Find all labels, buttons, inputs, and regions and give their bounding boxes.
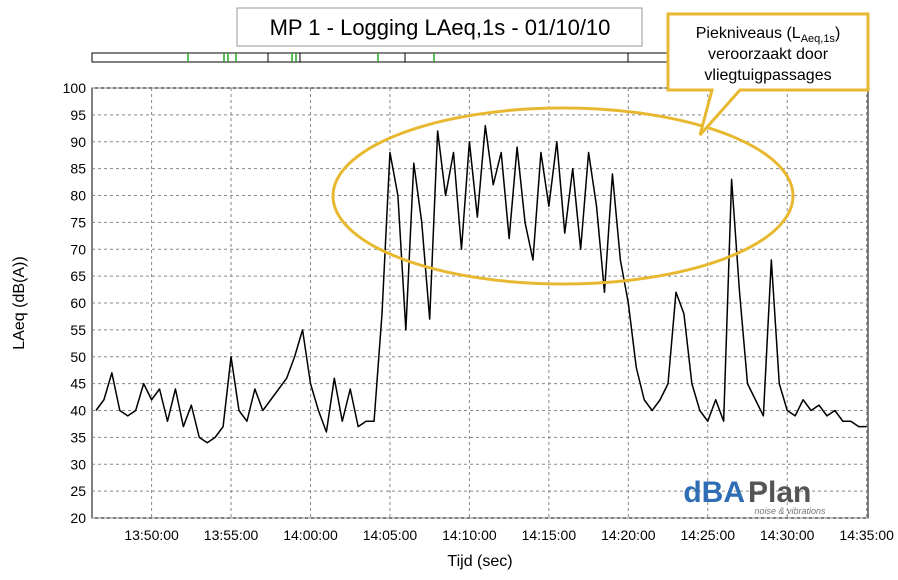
x-tick-label: 14:30:00 [760, 527, 815, 543]
highlight-ellipse [331, 106, 795, 286]
x-tick-label: 14:00:00 [283, 527, 338, 543]
x-tick-label: 14:15:00 [522, 527, 577, 543]
x-tick-label: 14:05:00 [363, 527, 418, 543]
x-tick-label: 14:10:00 [442, 527, 497, 543]
annotation-line3: vliegtuigpassages [704, 67, 831, 84]
y-tick-label: 50 [70, 349, 86, 365]
x-tick-label: 14:35:00 [839, 527, 894, 543]
callout [666, 12, 870, 136]
y-tick-label: 40 [70, 403, 86, 419]
y-tick-label: 20 [70, 510, 86, 526]
x-tick-label: 14:25:00 [681, 527, 736, 543]
logo-dba: dBA [683, 476, 745, 509]
x-axis-label: Tijd (sec) [447, 553, 512, 570]
chart-title: MP 1 - Logging LAeq,1s - 01/10/10 [270, 15, 611, 40]
annotation-line2: veroorzaakt door [708, 46, 829, 63]
y-axis-label: LAeq (dB(A)) [11, 256, 28, 349]
annotation-line1: Piekniveaus (LAeq,1s) [696, 25, 841, 45]
y-tick-label: 75 [70, 214, 86, 230]
annotation-text: Piekniveaus (L [696, 25, 801, 42]
data-line [95, 124, 867, 444]
y-tick-label: 80 [70, 188, 86, 204]
y-tick-label: 65 [70, 268, 86, 284]
x-tick-label: 14:20:00 [601, 527, 656, 543]
y-tick-label: 95 [70, 107, 86, 123]
y-tick-label: 30 [70, 456, 86, 472]
logo-tagline: noise & vibrations [754, 506, 826, 516]
y-tick-label: 60 [70, 295, 86, 311]
y-tick-label: 85 [70, 161, 86, 177]
annotation-sub: Aeq,1s [801, 33, 836, 45]
logo-plan: Plan [748, 476, 811, 509]
y-tick-label: 90 [70, 134, 86, 150]
y-tick-label: 35 [70, 429, 86, 445]
y-tick-label: 25 [70, 483, 86, 499]
title-box [236, 7, 643, 47]
y-tick-label: 100 [63, 80, 87, 96]
y-tick-label: 45 [70, 376, 86, 392]
y-tick-label: 55 [70, 322, 86, 338]
y-tick-label: 70 [70, 241, 86, 257]
x-tick-label: 13:55:00 [204, 527, 259, 543]
annotation-text: ) [835, 25, 840, 42]
x-tick-label: 13:50:00 [124, 527, 179, 543]
